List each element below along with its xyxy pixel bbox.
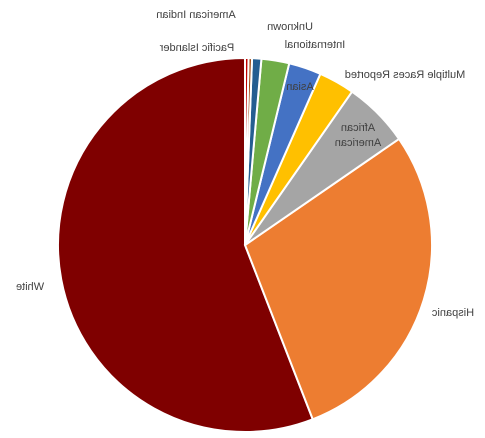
slice-label: American Indian — [156, 9, 236, 21]
slice-label: African American — [335, 122, 381, 149]
slice-label: Multiple Races Reported — [345, 69, 465, 81]
slice-label: Unknown — [267, 21, 313, 33]
slice-label: White — [16, 281, 44, 293]
pie-slice — [243, 137, 433, 421]
slice-label: Asian — [286, 81, 314, 93]
slice-label: Hispanic — [431, 307, 474, 319]
slice-label: Pacific Islander — [159, 42, 234, 54]
pie-slice — [57, 56, 315, 433]
pie-slice — [244, 56, 250, 246]
slice-label: International — [285, 39, 346, 51]
